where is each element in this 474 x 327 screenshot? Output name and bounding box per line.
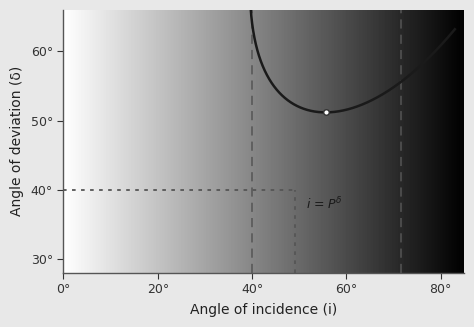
Text: $i$ = P$^{\delta}$: $i$ = P$^{\delta}$ (306, 195, 343, 212)
X-axis label: Angle of incidence (i): Angle of incidence (i) (190, 303, 337, 317)
Y-axis label: Angle of deviation (δ): Angle of deviation (δ) (10, 66, 24, 216)
